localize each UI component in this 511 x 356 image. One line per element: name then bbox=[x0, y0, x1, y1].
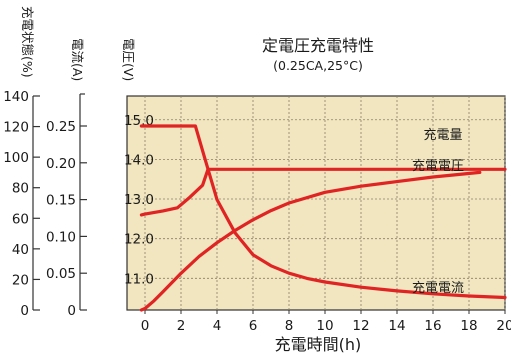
voltage-axis-label: 電圧(V) bbox=[121, 38, 136, 81]
x-tick-label: 20 bbox=[496, 318, 511, 334]
voltage-tick-label: 13.0 bbox=[124, 192, 154, 208]
current-tick-label: 0.10 bbox=[46, 229, 76, 245]
voltage-tick-label: 11.0 bbox=[124, 271, 154, 287]
state-axis-label: 充電状態(%) bbox=[20, 6, 35, 78]
state-tick-label: 40 bbox=[12, 242, 29, 258]
x-tick-label: 14 bbox=[388, 318, 405, 334]
charge-voltage-line bbox=[139, 167, 507, 217]
charge-current-line bbox=[139, 124, 507, 300]
current-tick-label: 0.20 bbox=[46, 156, 76, 172]
current-tick-label: 0 bbox=[67, 303, 76, 319]
state-tick-label: 60 bbox=[12, 211, 29, 227]
current-tick-label: 0.15 bbox=[46, 193, 76, 209]
current-tick-label: 0.25 bbox=[46, 119, 76, 135]
x-axis-label: 充電時間(h) bbox=[275, 335, 362, 354]
x-tick-label: 4 bbox=[213, 318, 222, 334]
charge-current-label: 充電電流 bbox=[412, 280, 464, 296]
state-tick-label: 120 bbox=[3, 120, 29, 136]
charge-voltage-label: 充電電圧 bbox=[412, 158, 464, 174]
x-tick-label: 6 bbox=[249, 318, 258, 334]
current-axis-label: 電流(A) bbox=[70, 38, 85, 81]
charge-amount-label: 充電量 bbox=[423, 127, 462, 143]
state-tick-label: 140 bbox=[3, 89, 29, 105]
chart-subtitle: (0.25CA,25°C) bbox=[273, 58, 363, 73]
state-tick-label: 80 bbox=[12, 181, 29, 197]
voltage-tick-label: 12.0 bbox=[124, 232, 154, 248]
state-tick-label: 20 bbox=[12, 272, 29, 288]
chart-title: 定電圧充電特性 bbox=[262, 36, 374, 55]
x-tick-label: 2 bbox=[177, 318, 186, 334]
x-tick-label: 0 bbox=[141, 318, 150, 334]
x-tick-label: 10 bbox=[316, 318, 333, 334]
x-tick-label: 8 bbox=[285, 318, 294, 334]
x-tick-label: 12 bbox=[352, 318, 369, 334]
x-tick-label: 18 bbox=[460, 318, 477, 334]
state-tick-label: 0 bbox=[20, 303, 29, 319]
voltage-tick-label: 14.0 bbox=[124, 152, 154, 168]
state-tick-label: 100 bbox=[3, 150, 29, 166]
plot-area bbox=[126, 95, 506, 311]
current-tick-label: 0.05 bbox=[46, 266, 76, 282]
x-tick-label: 16 bbox=[424, 318, 441, 334]
